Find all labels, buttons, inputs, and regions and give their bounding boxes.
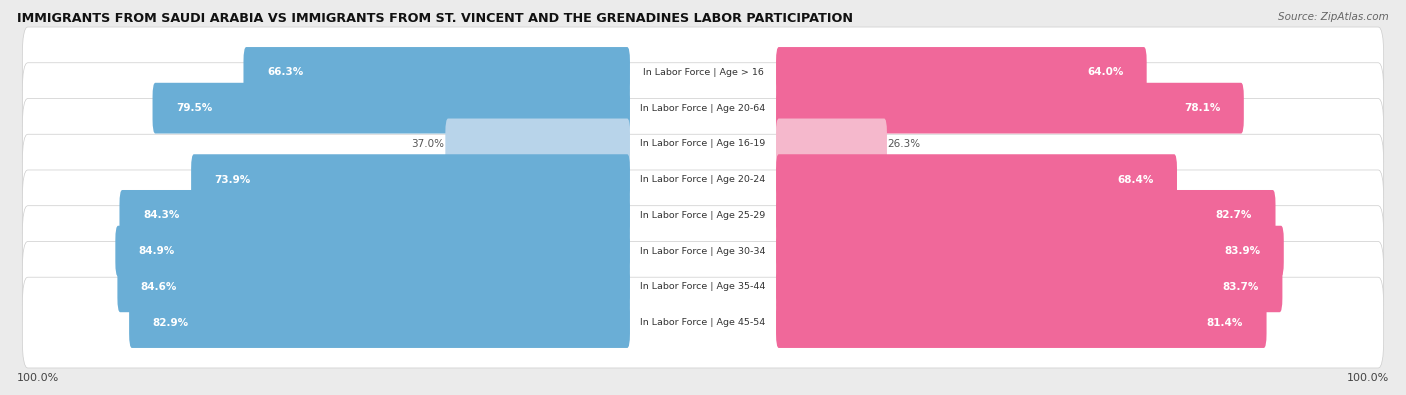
FancyBboxPatch shape — [22, 63, 1384, 154]
Text: 78.1%: 78.1% — [1184, 103, 1220, 113]
FancyBboxPatch shape — [446, 118, 630, 169]
Text: 66.3%: 66.3% — [267, 68, 304, 77]
Text: IMMIGRANTS FROM SAUDI ARABIA VS IMMIGRANTS FROM ST. VINCENT AND THE GRENADINES L: IMMIGRANTS FROM SAUDI ARABIA VS IMMIGRAN… — [17, 12, 853, 25]
FancyBboxPatch shape — [243, 47, 630, 98]
Text: 26.3%: 26.3% — [887, 139, 921, 149]
FancyBboxPatch shape — [152, 83, 630, 134]
Text: 64.0%: 64.0% — [1087, 68, 1123, 77]
FancyBboxPatch shape — [22, 27, 1384, 118]
Text: 82.9%: 82.9% — [152, 318, 188, 327]
FancyBboxPatch shape — [129, 297, 630, 348]
Text: 83.7%: 83.7% — [1223, 282, 1258, 292]
Text: In Labor Force | Age 16-19: In Labor Force | Age 16-19 — [640, 139, 766, 149]
Text: 82.7%: 82.7% — [1216, 211, 1253, 220]
FancyBboxPatch shape — [776, 226, 1284, 276]
Text: 83.9%: 83.9% — [1225, 246, 1260, 256]
FancyBboxPatch shape — [117, 261, 630, 312]
Text: 100.0%: 100.0% — [17, 373, 59, 383]
Text: 84.9%: 84.9% — [139, 246, 174, 256]
FancyBboxPatch shape — [22, 206, 1384, 297]
Text: In Labor Force | Age 35-44: In Labor Force | Age 35-44 — [640, 282, 766, 292]
Text: 81.4%: 81.4% — [1206, 318, 1243, 327]
FancyBboxPatch shape — [22, 98, 1384, 189]
FancyBboxPatch shape — [22, 170, 1384, 261]
FancyBboxPatch shape — [776, 261, 1282, 312]
Text: 73.9%: 73.9% — [215, 175, 250, 184]
FancyBboxPatch shape — [776, 118, 887, 169]
Text: Source: ZipAtlas.com: Source: ZipAtlas.com — [1278, 12, 1389, 22]
FancyBboxPatch shape — [191, 154, 630, 205]
Text: In Labor Force | Age 45-54: In Labor Force | Age 45-54 — [640, 318, 766, 327]
Text: 100.0%: 100.0% — [1347, 373, 1389, 383]
FancyBboxPatch shape — [776, 297, 1267, 348]
Text: In Labor Force | Age 30-34: In Labor Force | Age 30-34 — [640, 246, 766, 256]
Text: In Labor Force | Age 25-29: In Labor Force | Age 25-29 — [640, 211, 766, 220]
FancyBboxPatch shape — [115, 226, 630, 276]
FancyBboxPatch shape — [776, 47, 1147, 98]
FancyBboxPatch shape — [776, 190, 1275, 241]
Text: 84.6%: 84.6% — [141, 282, 177, 292]
Text: 84.3%: 84.3% — [143, 211, 180, 220]
Text: 37.0%: 37.0% — [412, 139, 444, 149]
FancyBboxPatch shape — [776, 154, 1177, 205]
FancyBboxPatch shape — [22, 134, 1384, 225]
FancyBboxPatch shape — [22, 241, 1384, 332]
FancyBboxPatch shape — [120, 190, 630, 241]
Text: 79.5%: 79.5% — [176, 103, 212, 113]
Text: In Labor Force | Age 20-24: In Labor Force | Age 20-24 — [640, 175, 766, 184]
Text: 68.4%: 68.4% — [1118, 175, 1153, 184]
Text: In Labor Force | Age 20-64: In Labor Force | Age 20-64 — [640, 103, 766, 113]
Text: In Labor Force | Age > 16: In Labor Force | Age > 16 — [643, 68, 763, 77]
FancyBboxPatch shape — [22, 277, 1384, 368]
FancyBboxPatch shape — [776, 83, 1244, 134]
